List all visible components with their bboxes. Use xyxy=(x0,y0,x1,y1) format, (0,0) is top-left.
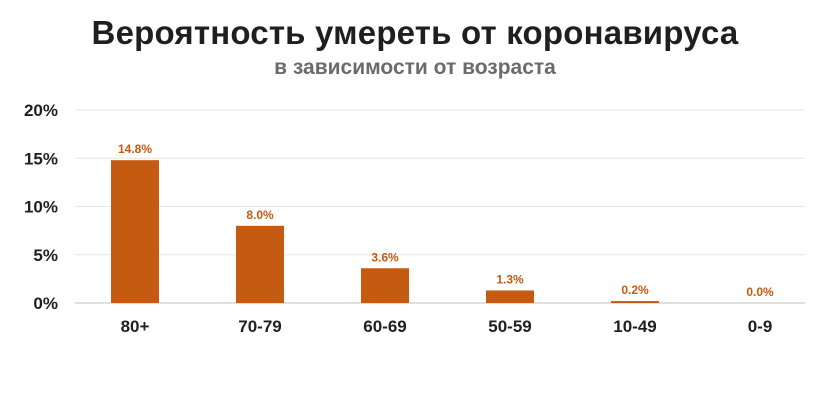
bar-data-label: 0.2% xyxy=(621,283,649,297)
x-category-label: 60-69 xyxy=(363,317,406,336)
bar-data-label: 3.6% xyxy=(371,250,399,264)
bar xyxy=(486,290,534,303)
bar-data-label: 14.8% xyxy=(118,142,152,156)
y-tick-label: 15% xyxy=(24,149,58,168)
bar xyxy=(611,301,659,303)
y-tick-label: 5% xyxy=(33,246,58,265)
bar xyxy=(236,225,284,303)
bar-data-label: 0.0% xyxy=(746,285,774,299)
y-tick-label: 20% xyxy=(24,101,58,120)
x-category-label: 80+ xyxy=(121,317,150,336)
bar xyxy=(361,268,409,303)
bar xyxy=(111,160,159,303)
x-category-label: 10-49 xyxy=(613,317,656,336)
x-axis-category-labels: 80+ 70-79 60-69 50-59 10-49 0-9 xyxy=(121,317,773,336)
bars xyxy=(111,160,659,303)
y-axis-tick-labels: 0% 5% 10% 15% 20% xyxy=(24,101,58,313)
x-category-label: 50-59 xyxy=(488,317,531,336)
gridlines xyxy=(75,109,805,304)
data-labels: 14.8% 8.0% 3.6% 1.3% 0.2% 0.0% xyxy=(118,142,774,299)
x-category-label: 0-9 xyxy=(748,317,773,336)
chart-title: Вероятность умереть от коронавируса xyxy=(91,14,739,51)
bar-data-label: 8.0% xyxy=(246,208,274,222)
chart-subtitle: в зависимости от возраста xyxy=(274,56,556,79)
bar-data-label: 1.3% xyxy=(496,272,524,286)
y-tick-label: 0% xyxy=(33,294,58,313)
x-category-label: 70-79 xyxy=(238,317,281,336)
y-tick-label: 10% xyxy=(24,198,58,217)
